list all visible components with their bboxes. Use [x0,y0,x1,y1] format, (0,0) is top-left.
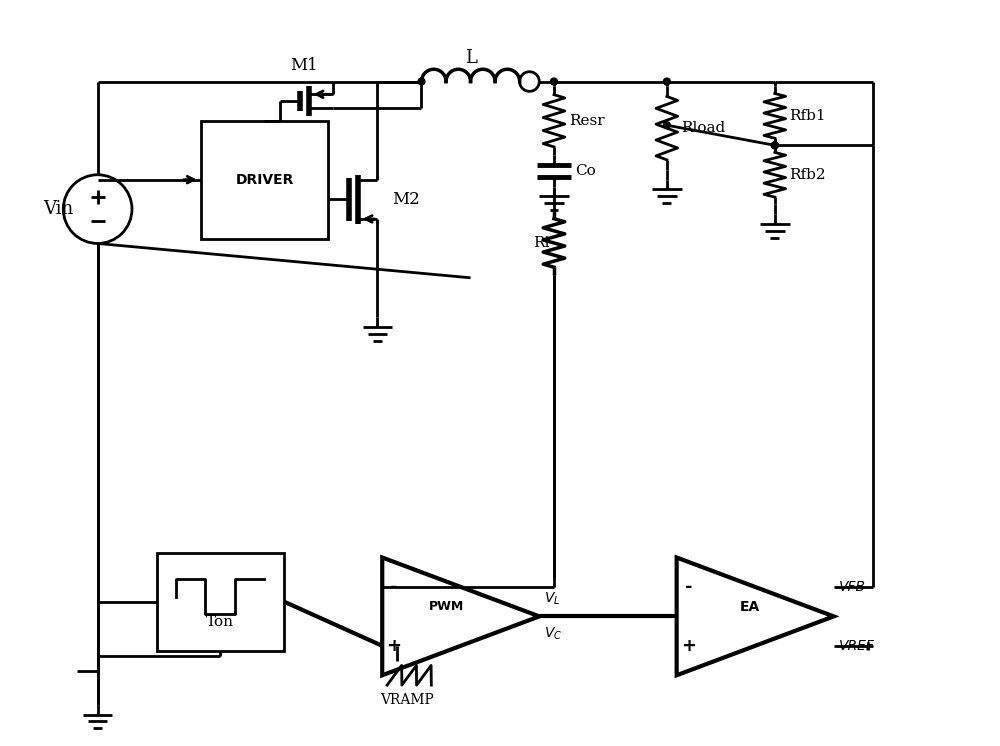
Text: M2: M2 [392,191,420,208]
Text: DRIVER: DRIVER [235,172,294,186]
Text: Rload: Rload [682,121,726,135]
Text: -: - [390,578,398,596]
Text: VRAMP: VRAMP [380,693,434,707]
Circle shape [771,142,778,148]
Circle shape [663,122,670,128]
Text: +: + [387,637,402,655]
Text: V$_C$: V$_C$ [544,626,563,642]
Text: PWM: PWM [428,600,464,613]
Text: EA: EA [740,600,760,613]
Text: -: - [685,578,692,596]
Circle shape [663,78,670,85]
Text: VFB: VFB [839,580,866,594]
Circle shape [771,142,778,148]
Text: +: + [681,637,696,655]
Text: VREF: VREF [839,639,874,653]
Text: Resr: Resr [569,114,604,128]
Text: Co: Co [576,164,596,178]
Text: Ton: Ton [206,615,234,629]
Text: Vin: Vin [43,200,74,218]
Circle shape [418,78,425,85]
Circle shape [551,78,557,85]
Text: M1: M1 [290,57,318,74]
Text: Rfb1: Rfb1 [790,109,826,123]
Text: L: L [465,48,476,67]
Text: Rfb2: Rfb2 [790,168,826,182]
Text: V$_L$: V$_L$ [544,591,561,607]
Text: Ri: Ri [533,236,549,250]
